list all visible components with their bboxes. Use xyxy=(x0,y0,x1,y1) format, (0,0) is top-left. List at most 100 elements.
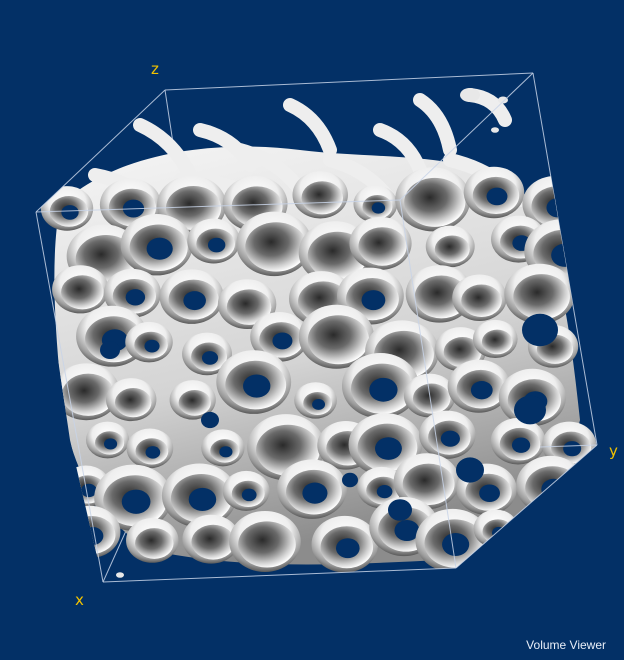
foam-pore xyxy=(222,470,270,511)
foam-pore xyxy=(229,510,301,572)
pore-through-hole xyxy=(470,380,493,400)
foam-pore xyxy=(311,515,379,573)
pore-through-hole xyxy=(492,526,506,539)
z-axis-label: z xyxy=(151,60,159,78)
foam-pore xyxy=(393,453,460,510)
pore-through-hole xyxy=(207,237,226,253)
pore-through-hole xyxy=(563,441,582,457)
foam-pore xyxy=(473,509,519,548)
background-gap xyxy=(201,411,219,429)
pore-through-hole xyxy=(479,484,500,503)
cube-edge xyxy=(35,199,401,213)
pore-through-hole xyxy=(104,438,118,450)
background-gap xyxy=(100,341,120,359)
bounding-box-front-edges xyxy=(35,72,598,583)
pore-through-hole xyxy=(302,482,328,504)
pore-through-hole xyxy=(144,339,160,353)
cube-edge xyxy=(455,444,598,569)
foam-pore xyxy=(294,382,337,419)
foam-pore xyxy=(105,378,157,422)
pore-through-hole xyxy=(394,519,420,542)
pore-through-hole xyxy=(486,187,508,206)
foam-pore xyxy=(236,211,313,277)
pore-through-hole xyxy=(61,205,79,220)
foam-strut xyxy=(193,123,257,172)
foam-pore xyxy=(341,353,419,419)
foam-pore xyxy=(452,274,507,322)
pore-through-hole xyxy=(241,488,257,502)
background-gap xyxy=(514,395,546,425)
pore-through-hole xyxy=(80,483,97,498)
foam-pore xyxy=(534,509,577,546)
pore-through-hole xyxy=(552,526,566,538)
pore-through-hole xyxy=(201,351,219,365)
pore-through-hole xyxy=(121,489,151,514)
foam-pore xyxy=(277,459,347,519)
y-axis-label: y xyxy=(609,442,618,460)
pore-through-hole xyxy=(371,202,386,214)
pore-through-hole xyxy=(442,533,470,556)
foam-pore xyxy=(40,186,94,231)
cube-edge xyxy=(539,444,598,448)
foam-pore xyxy=(353,185,398,223)
pore-through-hole xyxy=(551,243,579,267)
background-gap xyxy=(342,472,358,488)
foam-pore xyxy=(504,263,575,324)
pore-through-hole xyxy=(376,485,393,499)
foam-pore xyxy=(161,463,237,528)
pore-through-hole xyxy=(375,437,402,460)
foam-pore xyxy=(126,428,174,469)
foam-pore xyxy=(463,166,525,219)
cube-edge xyxy=(399,72,534,201)
foam-isosurface xyxy=(40,88,597,578)
foam-pore xyxy=(472,319,518,359)
foam-strut xyxy=(133,118,197,182)
foam-pore xyxy=(357,466,406,509)
pore-through-hole xyxy=(541,478,567,500)
foam-pore xyxy=(292,171,348,219)
foam-pore xyxy=(126,518,179,563)
foam-strut xyxy=(283,98,337,157)
app-title: Volume Viewer xyxy=(526,638,606,652)
foam-fragment xyxy=(498,96,508,104)
pore-through-hole xyxy=(81,526,104,546)
foam-fragment xyxy=(116,572,124,578)
cube-edge xyxy=(35,89,166,213)
foam-pore xyxy=(125,321,173,363)
foam-pore xyxy=(182,514,240,564)
pore-through-hole xyxy=(183,291,206,311)
background-gap xyxy=(456,457,484,483)
foam-pore xyxy=(217,279,277,330)
foam-pore xyxy=(159,269,224,324)
foam-pore xyxy=(348,413,423,476)
pore-through-hole xyxy=(335,538,360,559)
foam-pore xyxy=(182,332,232,376)
background-gap xyxy=(388,499,412,521)
foam-pore xyxy=(187,218,240,264)
foam-pore xyxy=(52,363,120,421)
pore-through-hole xyxy=(219,446,233,458)
foam-pore xyxy=(395,167,471,232)
pore-through-hole xyxy=(243,374,271,398)
foam-pore xyxy=(103,268,162,318)
cube-edge xyxy=(164,72,534,91)
foam-pore xyxy=(298,304,375,369)
pore-through-hole xyxy=(145,446,161,459)
pore-through-hole xyxy=(546,198,570,218)
cube-edge xyxy=(399,199,457,569)
x-axis-label: x xyxy=(75,591,84,609)
foam-pore xyxy=(201,429,245,467)
foam-pore xyxy=(349,216,412,270)
foam-pore xyxy=(250,311,309,362)
foam-pore xyxy=(490,417,546,465)
pore-through-hole xyxy=(369,377,398,402)
foam-fragment xyxy=(491,127,499,133)
foam-pore xyxy=(58,505,121,559)
pore-through-hole xyxy=(272,332,293,350)
foam-pore xyxy=(52,265,109,314)
cube-edge xyxy=(35,211,104,583)
pore-through-hole xyxy=(188,487,217,512)
background-gap xyxy=(522,313,558,347)
